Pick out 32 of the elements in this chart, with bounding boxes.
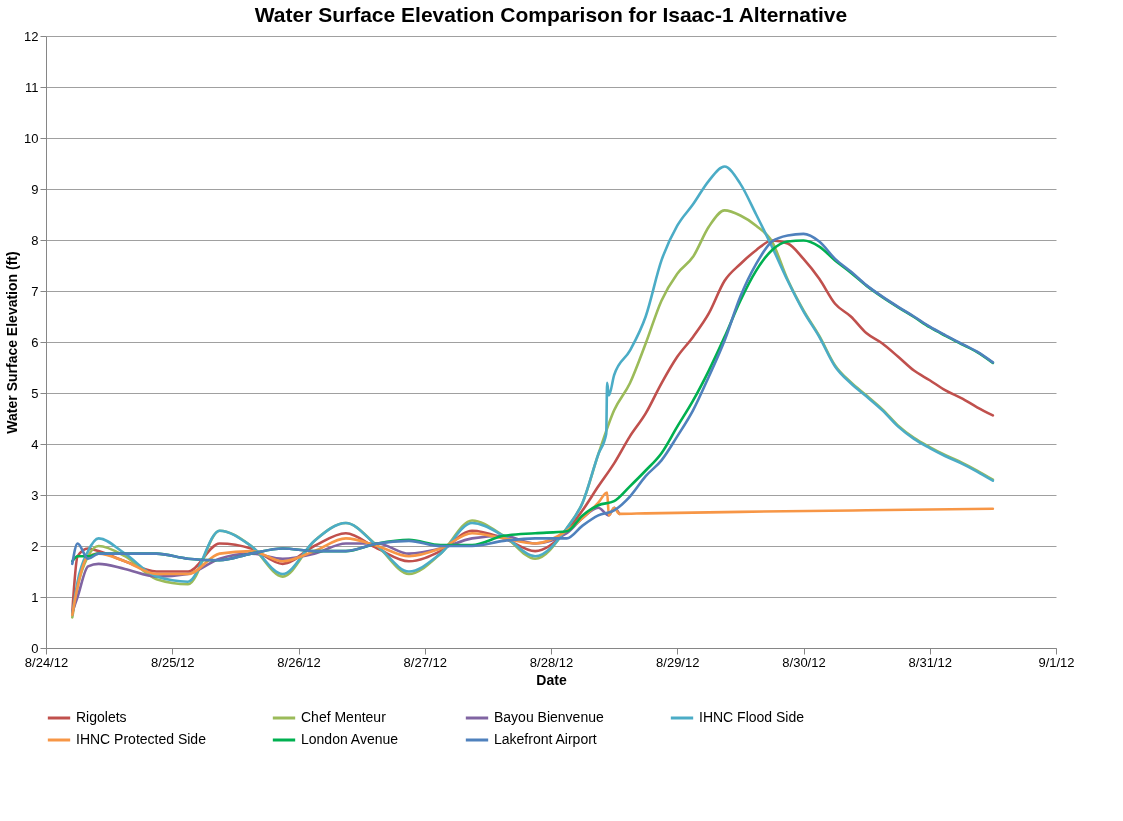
legend-label: IHNC Flood Side (699, 709, 805, 725)
legend-label: Lakefront Airport (494, 731, 597, 747)
y-tick-label: 2 (31, 538, 39, 554)
y-tick-label: 0 (31, 640, 39, 656)
x-tick-label: 8/25/12 (151, 654, 195, 670)
y-tick-label: 7 (31, 283, 39, 299)
y-tick-label: 12 (24, 28, 39, 44)
legend-label: London Avenue (301, 731, 399, 747)
x-tick-label: 8/26/12 (277, 654, 321, 670)
x-tick-label: 8/27/12 (403, 654, 447, 670)
x-tick-label: 8/30/12 (782, 654, 826, 670)
y-tick-label: 3 (31, 487, 39, 503)
y-tick-label: 4 (31, 436, 39, 452)
legend-label: Chef Menteur (301, 709, 387, 725)
y-tick-label: 11 (25, 79, 39, 95)
x-tick-label: 8/29/12 (656, 654, 700, 670)
y-tick-label: 5 (31, 385, 39, 401)
legend-label: Bayou Bienvenue (494, 709, 604, 725)
legend-label: IHNC Protected Side (76, 731, 207, 747)
y-tick-label: 9 (31, 181, 39, 197)
x-tick-label: 8/28/12 (529, 654, 574, 670)
x-axis-title: Date (536, 671, 567, 688)
x-tick-label: 8/31/12 (908, 654, 952, 670)
y-tick-label: 1 (31, 589, 39, 605)
y-axis-title: Water Surface Elevation (ft) (4, 251, 21, 434)
y-tick-label: 6 (31, 334, 39, 350)
x-tick-label: 9/1/12 (1038, 654, 1075, 670)
chart-title: Water Surface Elevation Comparison for Isaac-1 Alternative (254, 3, 848, 26)
y-tick-label: 10 (24, 130, 39, 146)
legend-label: Rigolets (76, 709, 127, 725)
x-tick-label: 8/24/12 (24, 654, 69, 670)
y-tick-label: 8 (31, 232, 39, 248)
